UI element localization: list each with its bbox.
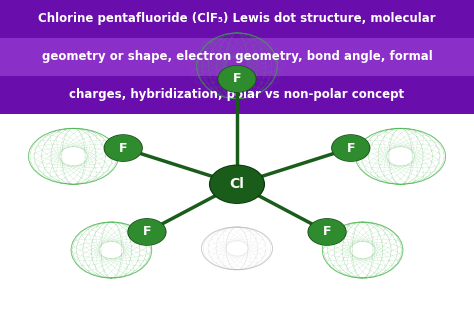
Circle shape: [333, 136, 369, 161]
Text: geometry or shape, electron geometry, bond angle, formal: geometry or shape, electron geometry, bo…: [42, 50, 432, 63]
Circle shape: [210, 165, 264, 203]
Text: F: F: [119, 141, 128, 155]
Text: Chlorine pentafluoride (ClF₅) Lewis dot structure, molecular: Chlorine pentafluoride (ClF₅) Lewis dot …: [38, 13, 436, 25]
Text: F: F: [346, 141, 355, 155]
Circle shape: [105, 136, 141, 161]
Circle shape: [129, 219, 165, 244]
Text: charges, hybridization, polar vs non-polar concept: charges, hybridization, polar vs non-pol…: [69, 88, 405, 101]
FancyBboxPatch shape: [0, 0, 474, 38]
Circle shape: [218, 66, 256, 92]
Text: F: F: [323, 225, 331, 239]
FancyBboxPatch shape: [0, 76, 474, 114]
Circle shape: [332, 135, 370, 161]
FancyBboxPatch shape: [0, 38, 474, 76]
Text: F: F: [233, 72, 241, 86]
Circle shape: [219, 66, 255, 91]
Circle shape: [309, 219, 345, 244]
Circle shape: [308, 219, 346, 245]
Circle shape: [104, 135, 142, 161]
Circle shape: [128, 219, 166, 245]
Circle shape: [211, 166, 263, 202]
Text: F: F: [143, 225, 151, 239]
Text: Cl: Cl: [229, 177, 245, 191]
